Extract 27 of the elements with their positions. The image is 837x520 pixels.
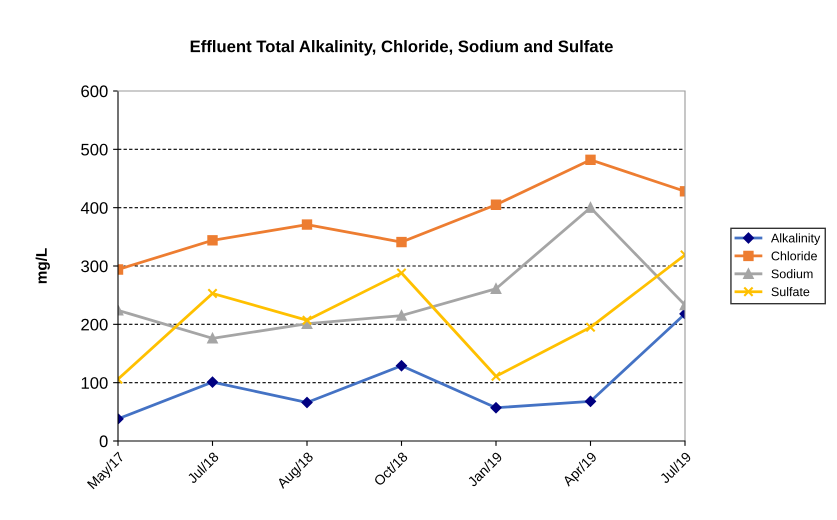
- point: [302, 315, 312, 326]
- y-tick-label: 0: [100, 435, 108, 448]
- legend-label: Sodium: [772, 269, 812, 278]
- legend-label: Sulfate: [772, 287, 810, 296]
- point: [585, 154, 596, 166]
- legend-label: Alkalinity: [770, 233, 820, 245]
- point: [585, 202, 596, 213]
- legend-label: Chloride: [772, 251, 817, 260]
- point: [207, 333, 218, 344]
- point: [490, 284, 502, 294]
- point: [302, 219, 312, 230]
- y-axis-title: mg/L: [36, 248, 50, 284]
- chart-title: Effluent Total Alkalinity, Chloride, Sodium and Sulfate: [190, 40, 613, 56]
- y-tick-label: 500: [81, 144, 108, 156]
- point: [490, 371, 502, 382]
- y-tick-label: 400: [80, 202, 108, 214]
- point: [585, 322, 596, 332]
- point: [396, 310, 407, 321]
- point: [396, 236, 407, 248]
- point: [207, 288, 218, 299]
- y-tick-label: 100: [82, 377, 108, 389]
- point: [207, 235, 218, 246]
- y-tick-label: 200: [81, 318, 108, 331]
- y-tick-label: 600: [81, 85, 108, 98]
- point: [396, 268, 407, 278]
- y-tick-label: 300: [81, 260, 108, 272]
- point: [490, 200, 502, 210]
